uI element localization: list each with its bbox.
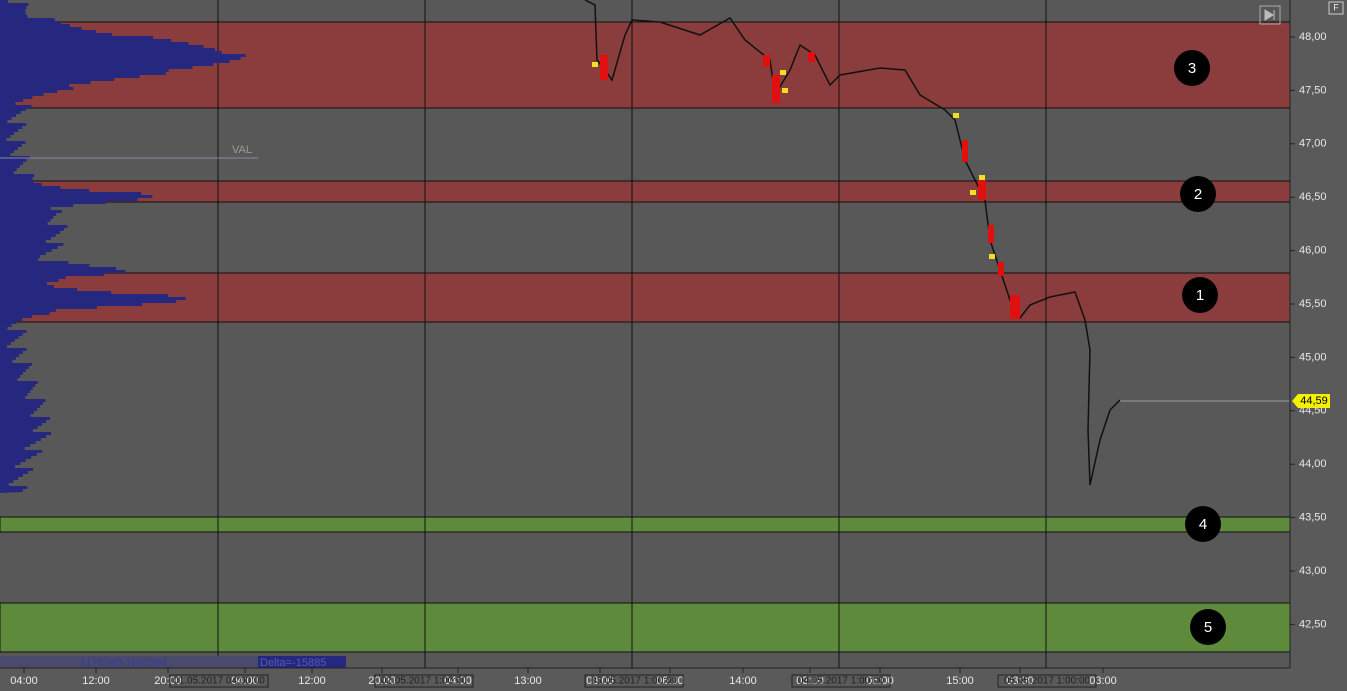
plot-area [0, 0, 1290, 668]
volume-text: 1176249 1160364 [80, 657, 167, 669]
date-box [374, 674, 474, 688]
x-tick-label: 06:00 [866, 675, 894, 687]
zone-label: 3 [1188, 60, 1196, 77]
red-mark [600, 55, 608, 80]
zones [0, 21, 1291, 653]
red-mark [763, 55, 770, 67]
date-box [791, 674, 891, 688]
red-mark [1010, 295, 1020, 319]
y-tick-label: 45,00 [1299, 351, 1327, 363]
y-tick-label: 46,50 [1299, 191, 1327, 203]
x-tick-label: 12:00 [298, 675, 326, 687]
corner-button-box[interactable] [1328, 1, 1344, 15]
red-mark [772, 75, 780, 103]
x-tick-label: 03:00 [1006, 675, 1034, 687]
y-tick-label: 45,50 [1299, 298, 1327, 310]
date-label: 03.05.2017 1:00:00 [591, 676, 678, 687]
delta-bar [258, 656, 346, 668]
red-mark [978, 180, 986, 200]
x-tick-label: 15:00 [946, 675, 974, 687]
zone-label: 5 [1204, 619, 1212, 636]
date-label: 05.05.2017 1:00:00 [1004, 676, 1091, 687]
x-tick-label: 06:00 [656, 675, 684, 687]
vertical-grid [217, 0, 1047, 668]
zone-label: 1 [1196, 287, 1204, 304]
red-mark [988, 225, 994, 243]
x-tick-label: 14:00 [729, 675, 757, 687]
yellow-mark [989, 254, 995, 259]
x-tick-label: 13:00 [514, 675, 542, 687]
red-zone [0, 272, 1291, 323]
val-label: VAL [232, 144, 252, 156]
date-label: 01.05.2017 04:00:00 [173, 676, 265, 687]
y-tick-label: 47,00 [1299, 138, 1327, 150]
x-tick-label: 04:00 [444, 675, 472, 687]
y-tick-label: 43,50 [1299, 512, 1327, 524]
yellow-marks [592, 62, 995, 259]
yellow-mark [780, 70, 786, 75]
x-axis-panel [0, 668, 1290, 691]
yellow-mark [782, 88, 788, 93]
yellow-mark [979, 175, 985, 180]
x-axis: 04:00 12:00 20:00 04:00 12:00 20:00 04:00 13:00… [10, 668, 1117, 688]
y-tick-label: 46,00 [1299, 245, 1327, 257]
zone-circle [1190, 609, 1226, 645]
price-line [584, 0, 1121, 486]
y-tick-label: 44,00 [1299, 458, 1327, 470]
delta-text: Delta=-15885 [260, 657, 326, 669]
scroll-end-icon [1264, 9, 1275, 21]
date-box [169, 674, 269, 688]
y-axis: 48,0047,5047,0046,5046,0045,5045,0044,50… [1290, 31, 1327, 630]
x-tick-label: 03:00 [796, 675, 824, 687]
y-axis-panel [1290, 0, 1347, 691]
volume-profile [0, 0, 246, 493]
y-tick-label: 48,00 [1299, 31, 1327, 43]
zone-circle [1182, 277, 1218, 313]
yellow-mark [592, 62, 598, 67]
volume-bar [0, 656, 258, 668]
red-mark [998, 262, 1004, 276]
x-tick-label: 20:00 [154, 675, 182, 687]
x-tick-label: 03:00 [1089, 675, 1117, 687]
zone-labels: 3 2 1 4 5 [1174, 50, 1226, 645]
profile-shape [0, 0, 246, 493]
y-tick-label: 47,50 [1299, 84, 1327, 96]
red-zone [0, 21, 1291, 109]
y-tick-label: 42,50 [1299, 618, 1327, 630]
price-tag-bg [1292, 394, 1330, 408]
order-flow-marks [600, 52, 1020, 319]
scroll-end-button[interactable] [1259, 5, 1281, 25]
red-mark [808, 52, 815, 62]
zone-label: 2 [1194, 186, 1202, 203]
date-box [997, 674, 1097, 688]
corner-button[interactable]: F [1333, 2, 1339, 12]
y-tick-label: 43,00 [1299, 565, 1327, 577]
x-tick-label: 12:00 [82, 675, 110, 687]
green-zone [0, 516, 1291, 533]
red-zone [0, 180, 1291, 203]
yellow-mark [970, 190, 976, 195]
zone-circle [1185, 506, 1221, 542]
zone-label: 4 [1199, 516, 1207, 533]
date-box [584, 674, 684, 688]
zone-circle [1180, 176, 1216, 212]
red-mark [962, 140, 968, 162]
date-label: 02.05.2017 1:00:00 [381, 676, 468, 687]
x-tick-label: 04:00 [231, 675, 259, 687]
price-tag: 44,59 [1300, 395, 1328, 407]
x-tick-label: 04:00 [10, 675, 38, 687]
yellow-mark [953, 113, 959, 118]
green-zone [0, 602, 1291, 653]
zone-circle [1174, 50, 1210, 86]
date-label: 04.05.2017 1:00:00 [798, 676, 885, 687]
x-tick-label: 03:00 [586, 675, 614, 687]
